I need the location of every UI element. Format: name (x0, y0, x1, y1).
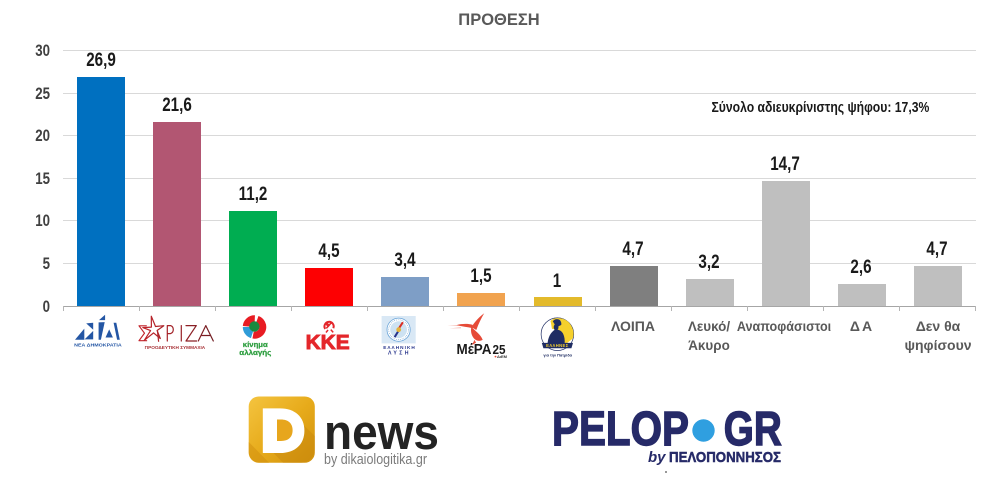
svg-text:ΚΚΕ: ΚΚΕ (306, 332, 350, 352)
svg-text:25: 25 (493, 343, 506, 357)
svg-text:ΝΕΑ ΔΗΜΟΚΡΑΤΙΑ: ΝΕΑ ΔΗΜΟΚΡΑΤΙΑ (74, 343, 122, 348)
svg-text:ΕΛΛΗΝΙΚΗ: ΕΛΛΗΝΙΚΗ (383, 345, 416, 350)
svg-text:κίνημα: κίνημα (243, 342, 269, 349)
svg-text:ΕΛΛΗΝΕΣ: ΕΛΛΗΝΕΣ (546, 343, 569, 348)
svg-text:αλλαγής: αλλαγής (239, 348, 271, 357)
svg-text:ΠΕΛΟΠΟΝΝΗΣΟΣ: ΠΕΛΟΠΟΝΝΗΣΟΣ (669, 449, 781, 466)
svg-text:ΜέΡΑ: ΜέΡΑ (457, 341, 492, 358)
svg-text:by dikaiologitika.gr: by dikaiologitika.gr (324, 451, 427, 468)
svg-text:news: news (324, 406, 439, 460)
svg-text:PELOP: PELOP (552, 403, 689, 456)
svg-text:για την Πατρίδα: για την Πατρίδα (543, 354, 572, 358)
svg-text:GR: GR (724, 403, 782, 456)
svg-text:ΔιΕΜ: ΔιΕΜ (497, 354, 508, 359)
svg-text:ΠΡΟΟΔΕΥΤΙΚΗ ΣΥΜΜΑΧΙΑ: ΠΡΟΟΔΕΥΤΙΚΗ ΣΥΜΜΑΧΙΑ (145, 345, 206, 350)
svg-text:ΛΥΣΗ: ΛΥΣΗ (388, 350, 411, 356)
svg-text:by: by (648, 449, 666, 466)
